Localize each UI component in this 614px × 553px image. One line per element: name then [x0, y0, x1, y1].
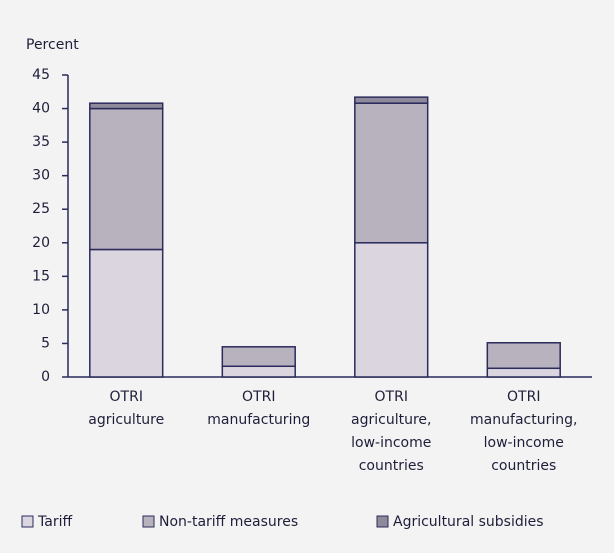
x-tick-label: OTRI: [242, 389, 275, 405]
x-tick-label: low-income: [484, 435, 564, 451]
y-tick-label: 10: [32, 302, 50, 318]
bar-segment: [89, 102, 164, 110]
y-tick-label: 0: [41, 369, 50, 385]
legend-swatch: [142, 515, 155, 528]
x-tick-label: agriculture,: [351, 412, 431, 428]
x-tick-label: OTRI: [110, 389, 143, 405]
y-tick-label: 20: [32, 235, 50, 251]
legend-swatch: [21, 515, 34, 528]
bar-segment: [221, 346, 296, 368]
x-tick-label: OTRI: [375, 389, 408, 405]
x-tick-label: countries: [359, 458, 424, 474]
legend-label: Tariff: [37, 514, 72, 530]
y-tick-label: 5: [41, 335, 50, 351]
y-tick-label: 40: [32, 101, 50, 117]
bar-segment: [354, 96, 429, 104]
bar-segment: [221, 365, 296, 378]
x-tick-label: manufacturing,: [470, 412, 577, 428]
bar-segment: [486, 342, 561, 370]
legend-label: Agricultural subsidies: [393, 514, 544, 530]
x-tick-label: OTRI: [507, 389, 540, 405]
y-tick-label: 30: [32, 168, 50, 184]
legend-swatch: [376, 515, 389, 528]
bar-segment: [486, 367, 561, 378]
x-tick-label: manufacturing: [207, 412, 310, 428]
bar-segment: [354, 242, 429, 378]
x-tick-label: agriculture: [88, 412, 164, 428]
bar-segment: [354, 102, 429, 244]
y-tick-label: 15: [32, 268, 50, 284]
bar-segment: [89, 248, 164, 378]
bar-segment: [89, 107, 164, 251]
x-tick-label: countries: [491, 458, 556, 474]
y-tick-label: 35: [32, 134, 50, 150]
y-tick-label: 25: [32, 201, 50, 217]
y-axis-label: Percent: [26, 37, 79, 53]
legend-label: Non-tariff measures: [159, 514, 298, 530]
y-tick-label: 45: [32, 67, 50, 83]
x-tick-label: low-income: [351, 435, 431, 451]
